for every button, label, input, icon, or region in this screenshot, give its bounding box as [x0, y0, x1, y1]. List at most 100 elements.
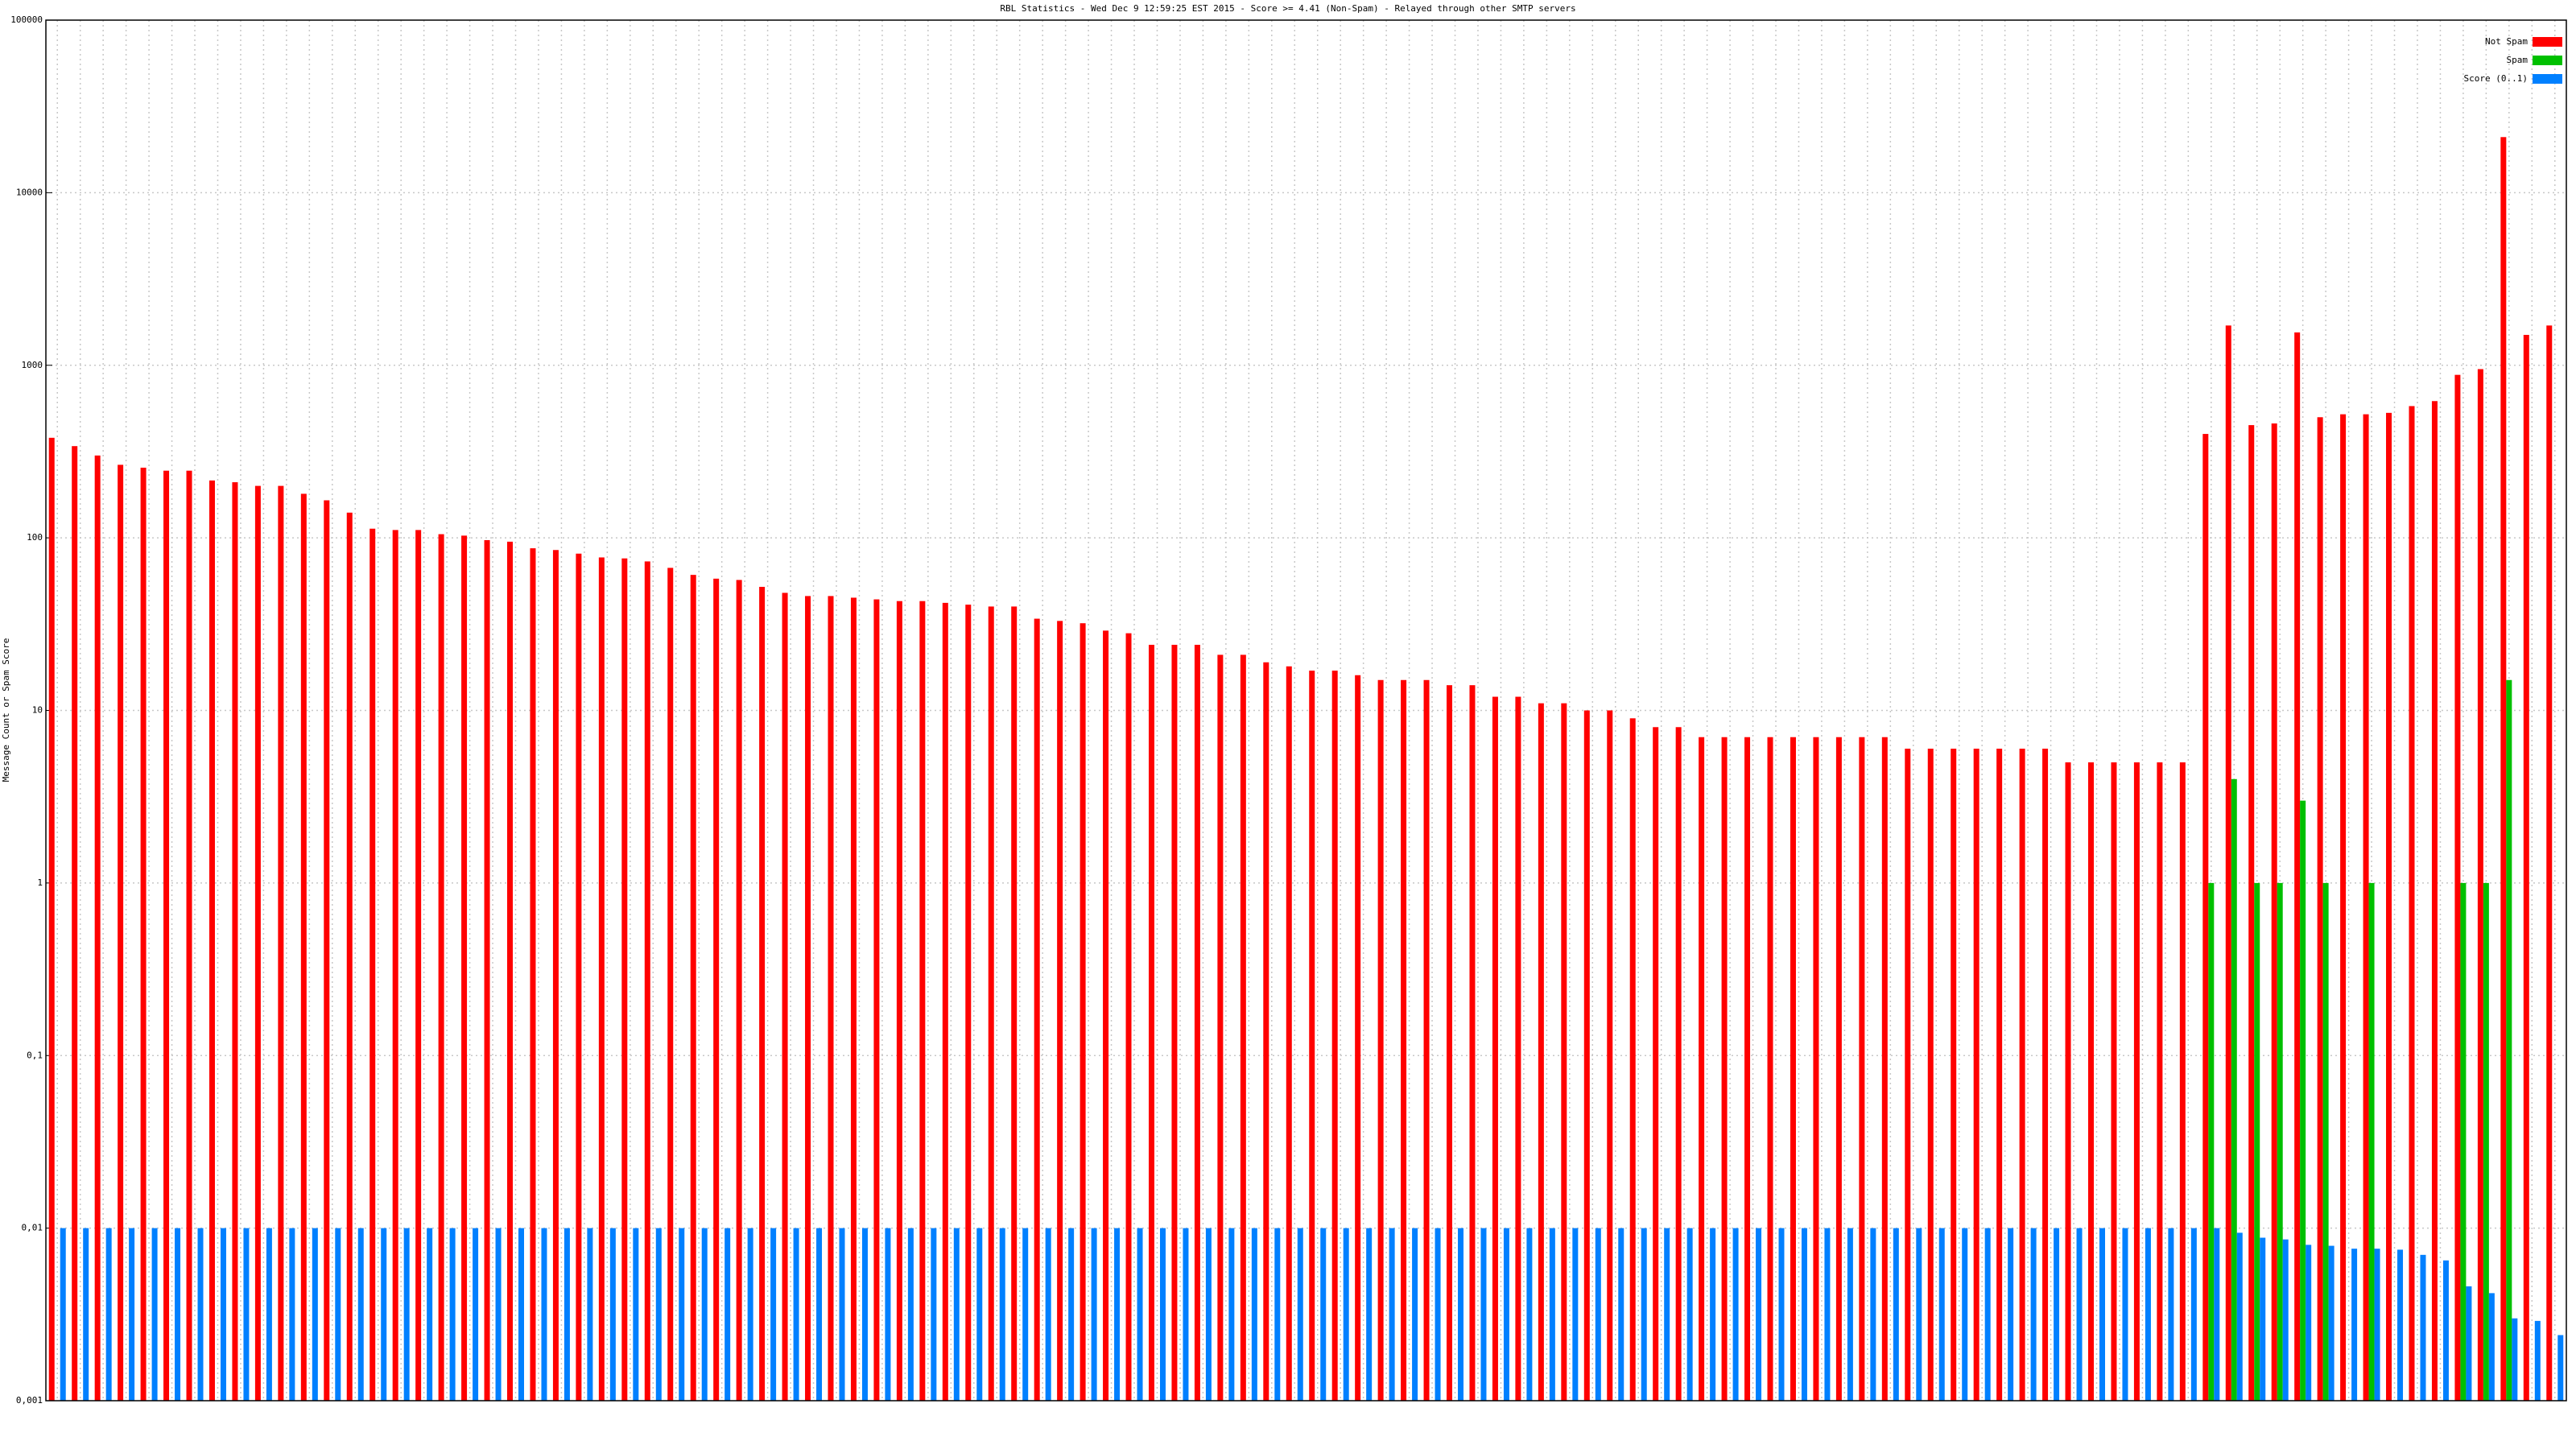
bar — [1159, 1228, 1166, 1401]
y-tick-label: 0,01 — [22, 1223, 43, 1233]
bar — [1549, 1228, 1555, 1401]
bar — [2322, 882, 2329, 1401]
bar — [1526, 1228, 1533, 1401]
bar — [953, 1228, 960, 1401]
bar — [220, 1228, 226, 1401]
bar — [2087, 762, 2094, 1401]
bar — [1938, 1228, 1945, 1401]
bar — [1870, 1228, 1876, 1401]
bar — [1767, 737, 1773, 1401]
bar — [861, 1228, 868, 1401]
bar — [988, 606, 994, 1401]
bar — [919, 601, 926, 1401]
legend-swatch — [2533, 37, 2562, 47]
legend-label: Spam — [2507, 55, 2529, 65]
bar — [850, 597, 857, 1401]
bar — [1515, 696, 1521, 1401]
bar — [1583, 710, 1590, 1401]
bar — [300, 493, 307, 1402]
bar — [782, 592, 788, 1401]
bar — [1881, 737, 1888, 1401]
bar — [495, 1228, 502, 1401]
bar — [2477, 369, 2483, 1401]
y-tick-label: 0,1 — [27, 1050, 43, 1060]
bar — [1412, 1228, 1418, 1401]
bar — [1194, 644, 1200, 1401]
bar — [2190, 1228, 2197, 1401]
bar — [1320, 1228, 1327, 1401]
bar — [609, 1228, 616, 1401]
bar — [1962, 1228, 1968, 1401]
bar — [1401, 679, 1407, 1401]
bar — [1137, 1228, 1143, 1401]
bar — [2042, 749, 2049, 1401]
bar — [254, 485, 261, 1401]
bar — [335, 1228, 341, 1401]
bar — [1618, 1228, 1624, 1401]
bar — [461, 535, 468, 1401]
bar — [381, 1228, 387, 1401]
bar — [2460, 882, 2467, 1401]
bar — [1228, 1228, 1235, 1401]
bar — [679, 1228, 685, 1401]
bar — [1366, 1228, 1373, 1401]
bar — [1744, 737, 1751, 1401]
bar — [770, 1228, 777, 1401]
bar — [1984, 1228, 1991, 1401]
bar — [1389, 1228, 1395, 1401]
bar — [1011, 606, 1018, 1401]
bar — [1114, 1228, 1121, 1401]
bar — [2111, 762, 2117, 1401]
bar — [1458, 1228, 1464, 1401]
bar — [1699, 737, 1705, 1401]
bar — [1595, 1228, 1601, 1401]
bar — [2133, 762, 2140, 1401]
bar — [1859, 737, 1865, 1401]
bar — [965, 605, 972, 1401]
y-tick-label: 1000 — [22, 360, 43, 370]
bar — [427, 1228, 433, 1401]
bar — [1251, 1228, 1257, 1401]
bar — [530, 548, 536, 1401]
bar — [701, 1228, 708, 1401]
bar — [759, 587, 766, 1401]
bar — [1423, 679, 1430, 1401]
bar — [621, 558, 628, 1402]
bar — [976, 1228, 983, 1401]
bar — [576, 553, 582, 1401]
bar — [2442, 1260, 2449, 1401]
bar — [805, 596, 811, 1401]
bar — [598, 557, 605, 1402]
bar — [403, 1228, 410, 1401]
bar — [232, 482, 238, 1401]
bar — [2099, 1228, 2105, 1401]
bar — [1778, 1228, 1785, 1401]
bar — [633, 1228, 639, 1401]
bar — [1572, 1228, 1579, 1401]
bar — [2030, 1228, 2037, 1401]
bar — [1240, 654, 1246, 1401]
bar — [1469, 685, 1476, 1401]
bar — [1205, 1228, 1212, 1401]
bar — [1721, 737, 1728, 1401]
bar — [896, 601, 902, 1401]
bar — [2466, 1286, 2472, 1401]
bar — [1274, 1228, 1281, 1401]
bar — [1561, 703, 1567, 1401]
bar — [2065, 762, 2071, 1401]
bar — [1732, 1228, 1739, 1401]
bar — [2248, 425, 2255, 1402]
bar — [2122, 1228, 2128, 1401]
plot-frame — [45, 19, 2567, 1402]
bar — [2294, 332, 2301, 1401]
bar — [278, 485, 284, 1401]
bar — [2340, 414, 2347, 1401]
bar — [1686, 1228, 1693, 1401]
bar — [1080, 623, 1086, 1401]
bar — [2363, 414, 2369, 1401]
bar — [60, 1228, 66, 1401]
bar — [1022, 1228, 1029, 1401]
bar — [1813, 737, 1819, 1401]
bar — [449, 1228, 456, 1401]
